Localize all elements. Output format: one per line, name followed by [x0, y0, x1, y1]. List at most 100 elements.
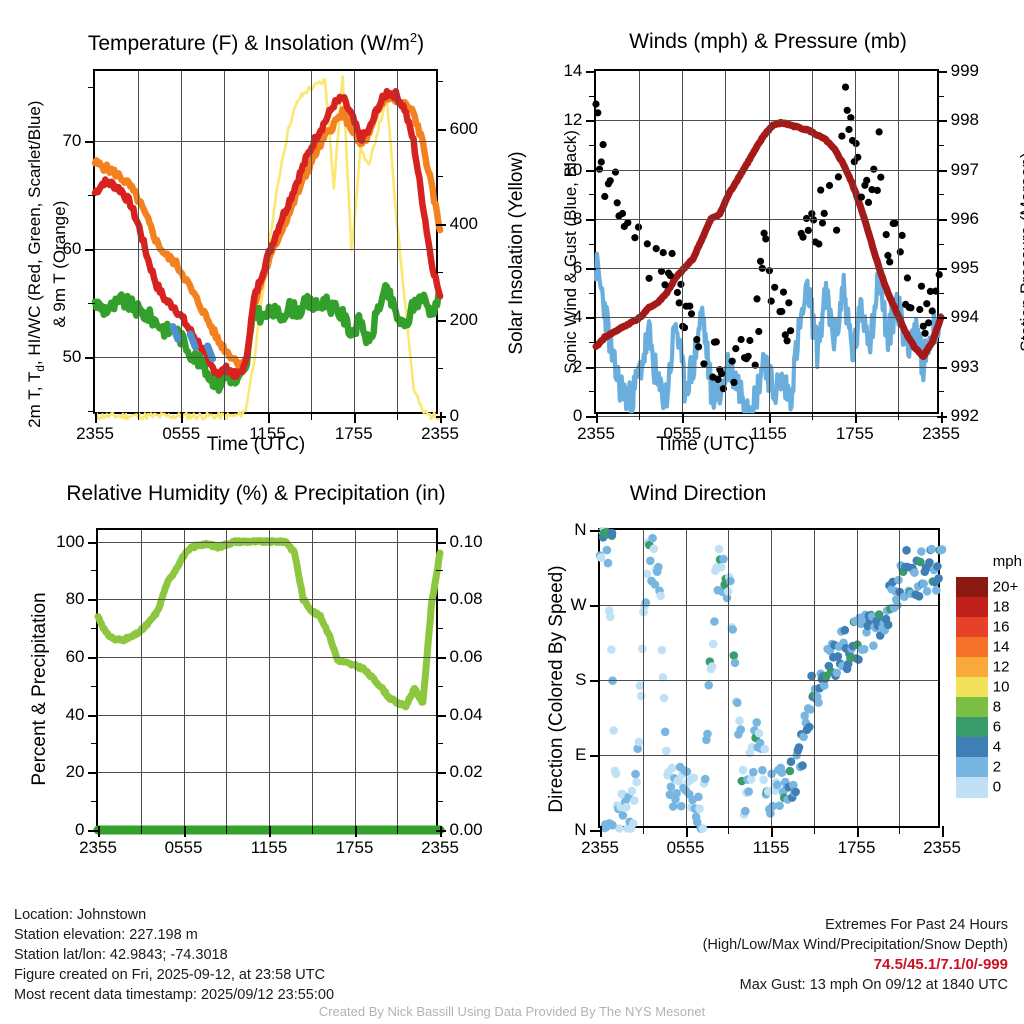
axis-tick-left-minor	[88, 194, 95, 196]
x-tick-label: 0555	[162, 424, 201, 443]
y-tick-label-left: 70	[62, 131, 82, 151]
wind-direction-data-point	[766, 809, 775, 818]
gridline-vertical	[728, 530, 730, 826]
gridline-horizontal	[98, 656, 436, 658]
axis-tick-bottom	[353, 412, 356, 423]
axis-tick-bottom	[685, 826, 688, 837]
wind-direction-data-point	[672, 789, 681, 798]
gust-data-point	[847, 114, 855, 122]
gridline-vertical	[682, 71, 684, 412]
colorbar-swatch	[956, 697, 988, 718]
x-tick-label: 1755	[837, 838, 876, 857]
x-tick-label: 1755	[835, 424, 874, 443]
gust-data-point	[595, 165, 604, 173]
axis-tick-right-minor	[436, 368, 443, 370]
wind-direction-data-point	[668, 802, 678, 811]
wind-direction-data-point	[646, 556, 655, 566]
axis-tick-bottom-minor	[311, 826, 313, 834]
x-tick-label: 0555	[164, 838, 203, 857]
wind-direction-data-point	[695, 804, 704, 813]
y-tick-label-left: 20	[65, 762, 85, 782]
gridline-vertical	[725, 71, 727, 412]
wind-direction-data-point	[805, 722, 814, 732]
wind-direction-data-point	[667, 763, 677, 773]
plot-area-wind-direction: N W S E N 2355 0555 1155 1755 2355	[570, 520, 960, 857]
y-tick-label-left: 80	[65, 589, 85, 609]
wind-direction-data-point	[854, 655, 863, 664]
gridline-vertical	[311, 530, 313, 826]
gust-data-point	[921, 329, 929, 337]
wind-direction-data-point	[759, 775, 768, 784]
wind-direction-data-point	[650, 580, 660, 589]
gust-data-point	[657, 267, 666, 275]
y-tick-label-right: 400	[449, 214, 478, 234]
axis-tick-left	[590, 530, 600, 532]
axis-tick-bottom-minor	[140, 826, 142, 834]
gridline-vertical	[226, 530, 228, 826]
gust-data-point	[601, 192, 609, 201]
gust-data-point	[863, 176, 871, 184]
plot-area-winds: 14 12 10 8 6 4 2 0 999 998 997 996 995 994 993 992 2355 0…	[563, 61, 979, 443]
gust-data-point	[884, 251, 892, 260]
gust-data-point	[771, 283, 779, 291]
axis-tick-right	[937, 169, 947, 172]
wind-direction-data-point	[840, 625, 850, 635]
wind-direction-data-point	[632, 777, 641, 787]
axis-tick-left	[586, 169, 596, 172]
gust-data-point	[923, 300, 931, 308]
wind-direction-data-point	[634, 737, 644, 747]
colorbar-unit-label: mph	[992, 553, 1022, 570]
gust-data-point	[873, 186, 881, 194]
wind-direction-data-point	[799, 732, 808, 742]
axis-tick-left	[586, 416, 596, 418]
y-tick-label-left: 50	[62, 346, 82, 366]
gridline-vertical	[897, 71, 899, 412]
axis-tick-left-minor	[589, 95, 596, 97]
gridline-vertical	[183, 530, 185, 826]
y-tick-label-right: 992	[950, 406, 979, 425]
panel-winds-pressure: Winds (mph) & Pressure (mb) 14 12 10 8 6 4 2 0 9…	[512, 14, 1024, 464]
wind-direction-data-point	[902, 546, 911, 555]
gust-data-point	[760, 229, 768, 237]
axis-tick-right-minor	[937, 243, 944, 245]
wind-direction-data-point	[937, 545, 947, 554]
wind-direction-data-point	[603, 558, 613, 568]
colorbar-tick-label: 14	[992, 638, 1010, 656]
axis-tick-left	[88, 599, 98, 602]
gust-data-point	[854, 153, 862, 161]
axis-tick-bottom-minor	[396, 412, 398, 420]
y-tick-label-right: 998	[950, 110, 979, 130]
wind-direction-data-point	[607, 645, 616, 654]
gridline-vertical	[811, 71, 813, 412]
wind-direction-data-point	[773, 780, 782, 790]
colorbar-tick-label: 4	[992, 738, 1002, 756]
wind-direction-data-point	[607, 529, 617, 539]
y-axis-label-humidity: Percent & Precipitation	[29, 592, 50, 786]
axis-tick-bottom	[181, 412, 184, 423]
station-info-line: Station elevation: 227.198 m	[14, 927, 198, 943]
wind-direction-data-point	[919, 579, 928, 589]
gust-data-point	[687, 310, 696, 318]
gust-data-point	[891, 219, 899, 227]
wind-direction-data-point	[703, 729, 712, 739]
extremes-max-gust: Max Gust: 13 mph On 09/12 at 1840 UTC	[739, 977, 1008, 993]
y-tick-label-right: 0.00	[449, 820, 483, 839]
wind-direction-data-point	[635, 681, 645, 690]
y-axis-label-temperature: 2m T, Td, HI/WC (Red, Green, Scarlet/Blu…	[24, 100, 70, 428]
chart-title-humidity: Relative Humidity (%) & Precipitation (i…	[66, 482, 446, 505]
gridline-vertical	[140, 530, 142, 826]
colorbar-tick-label: 0	[992, 778, 1002, 796]
wind-direction-data-point	[654, 562, 663, 572]
chart-title-winds: Winds (mph) & Pressure (mb)	[629, 30, 907, 53]
wind-direction-data-point	[746, 775, 756, 784]
axis-tick-bottom-minor	[138, 412, 140, 420]
wind-direction-data-point	[894, 575, 903, 585]
gust-data-point	[926, 287, 934, 295]
wind-direction-data-point	[638, 644, 647, 654]
wind-direction-data-point	[735, 716, 744, 725]
wind-direction-data-point	[925, 558, 934, 567]
y-tick-label-left: 60	[62, 238, 82, 258]
axis-tick-bottom-minor	[725, 412, 727, 420]
wind-speed-colorbar: mph 20+ 18 16 14 12 10 8 6 4 2 0	[956, 553, 1022, 798]
